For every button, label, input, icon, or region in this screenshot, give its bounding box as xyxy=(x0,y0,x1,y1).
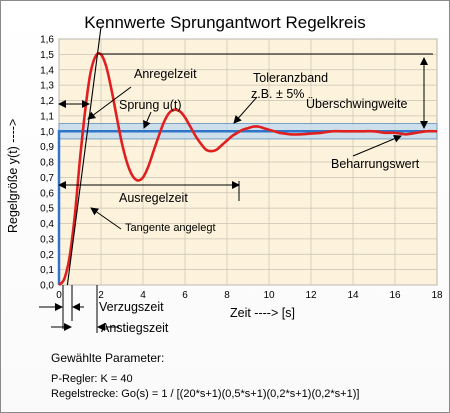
plant-transfer-function: Regelstrecke: Go(s) = 1 / [(20*s+1)(0,5*… xyxy=(51,388,360,400)
x-tick-label: 0 xyxy=(56,290,62,301)
ueberschwingweite-label: Überschwingweite xyxy=(306,97,407,111)
y-tick-label: 0,6 xyxy=(40,188,54,199)
y-axis-label: Regelgröße y(t) ----> xyxy=(6,119,20,233)
x-tick-label: 8 xyxy=(224,290,230,301)
x-tick-label: 2 xyxy=(98,290,104,301)
y-tick-label: 1,0 xyxy=(40,127,54,138)
x-tick-label: 12 xyxy=(305,290,317,301)
x-tick-label: 6 xyxy=(182,290,188,301)
y-tick-label: 1,5 xyxy=(40,50,54,61)
annotation-arrows xyxy=(39,53,433,333)
y-tick-label: 1,2 xyxy=(40,96,54,107)
controller-parameter: P-Regler: K = 40 xyxy=(51,373,133,385)
beharrungswert-label: Beharrungswert xyxy=(331,157,420,171)
parameters-heading: Gewählte Parameter: xyxy=(51,351,165,365)
verzugszeit-label: Verzugszeit xyxy=(99,300,164,314)
x-axis-label: Zeit ----> [s] xyxy=(230,306,295,320)
x-tick-label: 10 xyxy=(263,290,275,301)
y-tick-label: 0,9 xyxy=(40,142,54,153)
tolerance-percent-label: z.B. ± 5% xyxy=(251,87,304,101)
sprung-label: Sprung u(t) xyxy=(119,98,182,112)
y-tick-label: 0,7 xyxy=(40,173,54,184)
anregelzeit-pointer xyxy=(87,86,132,120)
step-input-line xyxy=(57,130,437,285)
x-tick-label: 16 xyxy=(389,290,401,301)
x-tick-label: 4 xyxy=(140,290,146,301)
tangente-label: Tangente angelegt xyxy=(125,222,216,234)
step-response-chart: Kennwerte Sprungantwort Regelkreis 0,00,… xyxy=(6,13,443,335)
toleranzband-pointer xyxy=(233,96,258,124)
y-tick-label: 0,3 xyxy=(40,234,54,245)
anregelzeit-label: Anregelzeit xyxy=(134,67,197,81)
y-tick-label: 1,4 xyxy=(40,65,54,76)
beharrungswert-pointer xyxy=(352,135,402,157)
y-tick-label: 0,1 xyxy=(40,265,54,276)
y-tick-labels: 0,0 0,1 0,2 0,3 0,4 0,5 0,6 0,7 0,8 0,9 1,0 1,1 1,2 1… xyxy=(40,35,54,292)
y-tick-label: 1,3 xyxy=(40,81,54,92)
y-tick-label: 0,2 xyxy=(40,250,54,261)
y-tick-label: 0,5 xyxy=(40,204,54,215)
tangent-line xyxy=(66,26,102,286)
ausregelzeit-label: Ausregelzeit xyxy=(119,191,188,205)
y-tick-label: 0,0 xyxy=(40,281,54,292)
tangente-pointer xyxy=(90,207,122,230)
chart-title: Kennwerte Sprungantwort Regelkreis xyxy=(84,13,366,32)
y-tick-label: 1,6 xyxy=(40,35,54,46)
toleranzband-label: Toleranzband xyxy=(253,71,328,85)
y-tick-label: 1,1 xyxy=(40,111,54,122)
sprung-pointer xyxy=(143,111,152,129)
x-tick-label: 14 xyxy=(347,290,359,301)
x-tick-labels: 0 2 4 6 8 10 12 14 16 18 xyxy=(56,290,443,301)
response-line xyxy=(58,51,438,286)
y-tick-label: 0,4 xyxy=(40,219,54,230)
y-tick-label: 0,8 xyxy=(40,158,54,169)
anstiegszeit-label: Anstiegszeit xyxy=(101,321,169,335)
x-tick-label: 18 xyxy=(431,290,443,301)
